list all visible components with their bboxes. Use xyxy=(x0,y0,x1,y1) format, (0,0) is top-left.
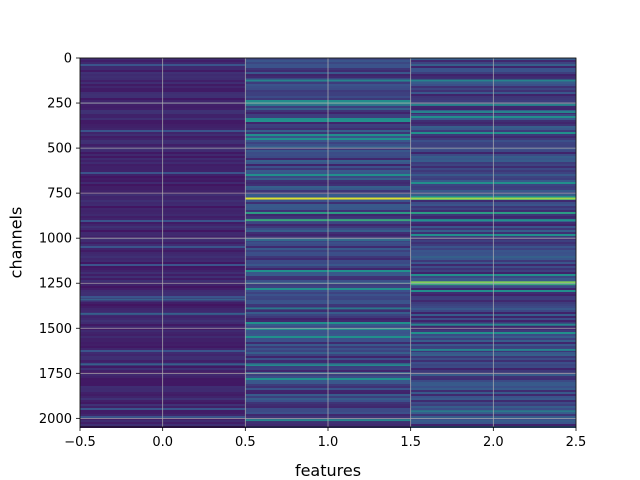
plot-area xyxy=(79,57,577,428)
y-axis: 0 250 500 750 1000 1250 1500 1750 2000 xyxy=(39,52,80,427)
x-tick-label: 2.0 xyxy=(483,435,504,450)
y-tick-label: 500 xyxy=(47,142,72,157)
y-tick-label: 1500 xyxy=(39,322,72,337)
y-axis-label: channels xyxy=(7,207,26,279)
x-tick-label: 0.5 xyxy=(235,435,256,450)
x-tick-label: −0.5 xyxy=(64,435,96,450)
x-tick-label: 1.5 xyxy=(400,435,421,450)
grid-lines xyxy=(79,57,577,427)
y-tick-label: 750 xyxy=(47,187,72,202)
x-axis-label: features xyxy=(295,461,361,480)
y-tick-label: 250 xyxy=(47,97,72,112)
y-tick-label: 1750 xyxy=(39,367,72,382)
x-tick-label: 2.5 xyxy=(566,435,587,450)
x-axis: −0.5 0.0 0.5 1.0 1.5 2.0 2.5 xyxy=(64,427,586,450)
y-tick-label: 1000 xyxy=(39,232,72,247)
y-tick-label: 2000 xyxy=(39,412,72,427)
x-tick-label: 0.0 xyxy=(152,435,173,450)
x-tick-label: 1.0 xyxy=(318,435,339,450)
y-tick-label: 1250 xyxy=(39,277,72,292)
y-tick-label: 0 xyxy=(64,52,72,67)
